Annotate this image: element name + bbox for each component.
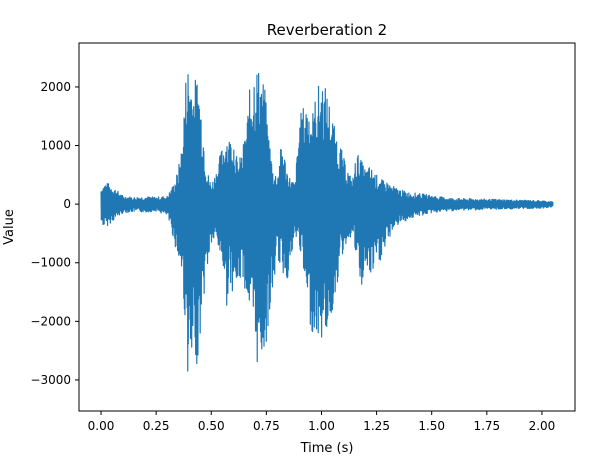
x-axis: 0.00 0.25 0.50 0.75 1.00 1.25 1.50 1.75 2.00 bbox=[88, 411, 556, 433]
axes-frame bbox=[78, 42, 576, 412]
x-tick-label: 0.75 bbox=[253, 419, 280, 433]
x-tick-label: 0.25 bbox=[143, 419, 170, 433]
chart-title: Reverberation 2 bbox=[267, 21, 387, 39]
x-tick-label: 2.00 bbox=[529, 419, 556, 433]
x-tick-label: 0.50 bbox=[198, 419, 225, 433]
y-tick-label: 2000 bbox=[40, 80, 71, 94]
x-tick-label: 1.00 bbox=[308, 419, 335, 433]
y-tick-label: −3000 bbox=[30, 373, 71, 387]
plot-area bbox=[100, 72, 554, 372]
x-tick-label: 1.25 bbox=[363, 419, 390, 433]
y-axis-label: Value bbox=[2, 209, 17, 245]
x-tick-label: 1.75 bbox=[473, 419, 500, 433]
y-tick-label: 0 bbox=[63, 197, 71, 211]
x-axis-label: Time (s) bbox=[300, 441, 354, 456]
y-tick-label: −1000 bbox=[30, 256, 71, 270]
x-tick-label: 1.50 bbox=[418, 419, 445, 433]
waveform-series-line bbox=[100, 72, 554, 372]
x-tick-label: 0.00 bbox=[88, 419, 115, 433]
y-axis: −3000 −2000 −1000 0 1000 2000 bbox=[30, 80, 79, 387]
y-tick-label: −2000 bbox=[30, 314, 71, 328]
y-tick-label: 1000 bbox=[40, 139, 71, 153]
